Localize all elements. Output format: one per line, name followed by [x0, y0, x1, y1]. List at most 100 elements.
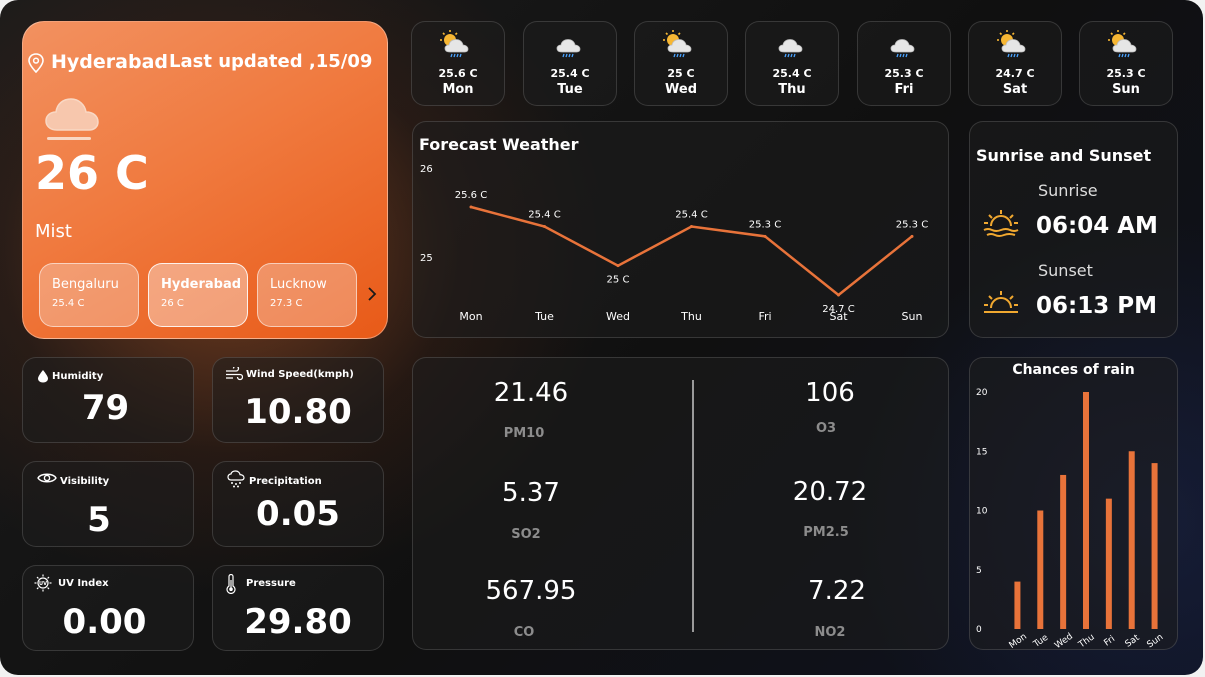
city-chip-bengaluru[interactable]: Bengaluru 25.4 C: [39, 263, 139, 327]
so2-value: 5.37: [502, 478, 560, 508]
precipitation-label: Precipitation: [249, 476, 322, 487]
current-city: Hyderabad: [51, 51, 168, 73]
forecast-data-label: 25.4 C: [528, 210, 560, 221]
day-temp: 24.7 C: [995, 67, 1035, 80]
day-name: Fri: [894, 82, 914, 97]
x-tick-label: Sat: [1124, 633, 1142, 650]
day-name: Wed: [665, 82, 697, 97]
cloud-rain-icon: [227, 470, 245, 492]
wind-speed-card: Wind Speed(kmph) 10.80: [212, 357, 384, 443]
uv-index-card: UV UV Index 0.00: [22, 565, 194, 651]
x-tick-label: Wed: [1053, 632, 1075, 651]
current-weather-card: Hyderabad Last updated ,15/09 26 C Mist …: [22, 21, 388, 339]
forecast-point: [837, 293, 840, 297]
cloud-rain-icon: [548, 29, 592, 65]
city-chip-hyderabad[interactable]: Hyderabad 26 C: [148, 263, 248, 327]
rain-title: Chances of rain: [1012, 362, 1135, 378]
pressure-value: 29.80: [244, 602, 352, 642]
day-card-tue[interactable]: 25.4 C Tue: [523, 21, 617, 106]
droplet-icon: [37, 368, 49, 387]
forecast-title: Forecast Weather: [419, 135, 579, 154]
x-tick-label: Thu: [1076, 632, 1096, 650]
forecast-data-label: 25.4 C: [675, 210, 707, 221]
pm25-label: PM2.5: [803, 525, 849, 540]
cloud-icon: [43, 94, 101, 150]
rain-bar-chart: 0 5 10 15 20 Mon Tue Wed Thu Fri Sat Sun: [976, 388, 1166, 651]
o3-value: 106: [805, 378, 855, 408]
humidity-label: Humidity: [52, 371, 104, 382]
sunset-label: Sunset: [1038, 261, 1093, 280]
forecast-line-chart: 26 25 25.6 C Mon 25.4 C Tue 25 C Wed 25.4 C Thu 25…: [420, 164, 928, 323]
current-temperature: 26 C: [35, 146, 149, 200]
humidity-value: 79: [81, 388, 130, 428]
x-tick-label: Sun: [902, 310, 923, 323]
eye-icon: [37, 470, 57, 489]
city-chip-temp: 27.3 C: [270, 298, 303, 309]
day-name: Sun: [1112, 82, 1140, 97]
co-label: CO: [513, 625, 535, 640]
day-temp: 25.3 C: [1106, 67, 1146, 80]
wind-speed-value: 10.80: [244, 392, 352, 432]
partly-cloudy-rain-icon: [1104, 29, 1148, 65]
y-tick-label: 0: [976, 625, 982, 635]
day-card-sat[interactable]: 24.7 C Sat: [968, 21, 1062, 106]
chevron-right-icon[interactable]: [367, 286, 377, 307]
x-tick-label: Sun: [1146, 632, 1166, 650]
day-card-sun[interactable]: 25.3 C Sun: [1079, 21, 1173, 106]
humidity-card: Humidity 79: [22, 357, 194, 443]
sunrise-time: 06:04 AM: [1036, 213, 1158, 239]
day-card-wed[interactable]: 25 C Wed: [634, 21, 728, 106]
sunrise-label: Sunrise: [1038, 181, 1098, 200]
sunrise-icon: [982, 208, 1020, 244]
sun-title: Sunrise and Sunset: [976, 146, 1152, 165]
no2-label: NO2: [814, 625, 846, 640]
svg-text:UV: UV: [39, 581, 47, 587]
city-chip-name: Hyderabad: [161, 277, 242, 292]
rain-bar: [1151, 463, 1158, 629]
current-condition: Mist: [35, 221, 72, 242]
partly-cloudy-rain-icon: [993, 29, 1037, 65]
partly-cloudy-rain-icon: [436, 29, 480, 65]
forecast-weather-card: Forecast Weather 26 25 25.6 C Mon 25.4 C Tue 2…: [412, 121, 949, 338]
rain-bar: [1060, 474, 1067, 629]
forecast-point: [690, 225, 693, 229]
visibility-label: Visibility: [60, 476, 110, 487]
pm10-label: PM10: [503, 426, 545, 441]
y-tick-label: 5: [976, 566, 982, 576]
forecast-data-label: 25.3 C: [749, 219, 781, 230]
x-tick-label: Wed: [606, 310, 630, 323]
rain-bar: [1014, 581, 1021, 629]
x-tick-label: Tue: [534, 310, 554, 323]
forecast-point: [469, 205, 473, 209]
thermometer-icon: [225, 573, 237, 598]
wind-speed-label: Wind Speed(kmph): [246, 369, 354, 380]
x-tick-label: Fri: [758, 310, 771, 323]
day-card-mon[interactable]: 25.6 C Mon: [411, 21, 505, 106]
forecast-data-label: 24.7 C: [822, 304, 854, 315]
day-card-thu[interactable]: 25.4 C Thu: [745, 21, 839, 106]
city-chip-temp: 26 C: [161, 298, 184, 309]
y-tick-label: 10: [976, 507, 988, 517]
day-temp: 25 C: [667, 67, 695, 80]
air-quality-card: 21.46 PM10 106 O3 5.37 SO2 20.72 PM2.5 5…: [412, 357, 949, 650]
rain-bar: [1083, 392, 1089, 629]
o3-label: O3: [815, 421, 837, 436]
city-chip-lucknow[interactable]: Lucknow 27.3 C: [257, 263, 357, 327]
last-updated: Last updated ,15/09: [169, 51, 373, 72]
x-tick-label: Sat: [829, 310, 848, 323]
city-chip-name: Lucknow: [270, 277, 327, 292]
cloud-rain-icon: [770, 29, 814, 65]
rain-bar: [1128, 451, 1135, 629]
precipitation-card: Precipitation 0.05: [212, 461, 384, 547]
day-card-fri[interactable]: 25.3 C Fri: [857, 21, 951, 106]
city-chip-name: Bengaluru: [52, 277, 119, 292]
x-tick-label: Fri: [1102, 634, 1117, 648]
uv-index-value: 0.00: [62, 602, 147, 642]
day-name: Thu: [778, 82, 806, 97]
visibility-card: Visibility 5: [22, 461, 194, 547]
uv-sun-icon: UV: [34, 574, 52, 596]
co-value: 567.95: [485, 576, 577, 606]
location-pin-icon: [27, 53, 45, 77]
day-name: Tue: [557, 82, 583, 97]
